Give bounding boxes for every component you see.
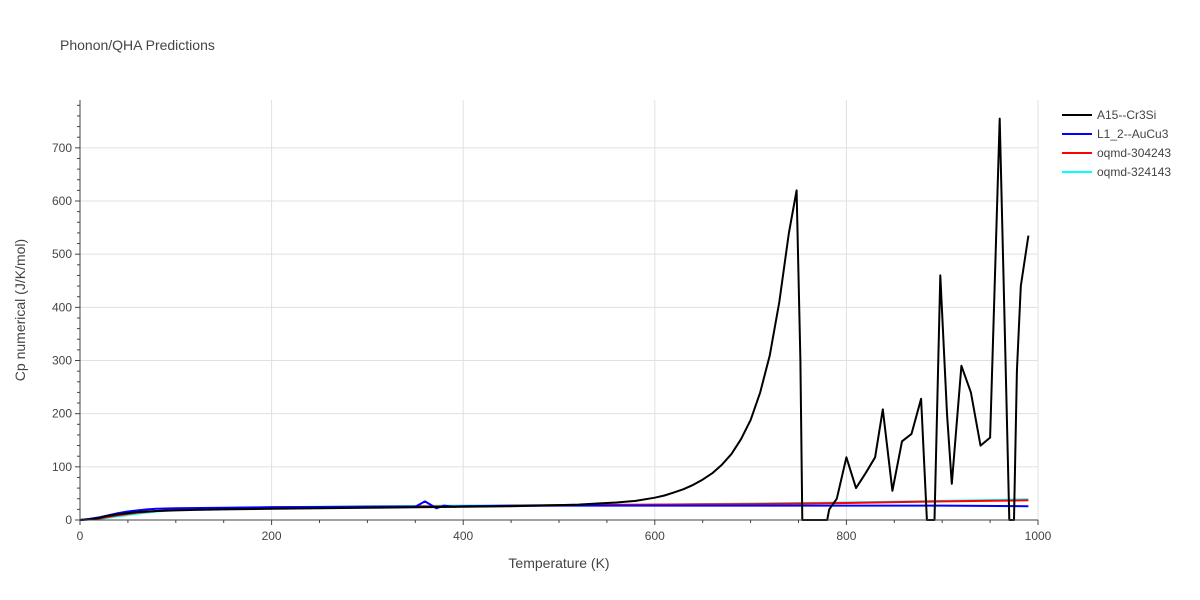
y-tick-label-6: 600 (52, 194, 72, 208)
y-tick-label-4: 400 (52, 300, 72, 314)
y-axis-title: Cp numerical (J/K/mol) (12, 239, 28, 381)
x-tick-label-4: 800 (836, 529, 856, 543)
legend-item-1[interactable]: L1_2--AuCu3 (1062, 127, 1169, 141)
legend-label: oqmd-324143 (1097, 165, 1171, 179)
x-axis-title: Temperature (K) (508, 555, 609, 571)
legend-label: A15--Cr3Si (1097, 108, 1156, 122)
x-tick-label-1: 200 (262, 529, 282, 543)
legend-item-0[interactable]: A15--Cr3Si (1062, 108, 1156, 122)
grid (80, 100, 1039, 520)
y-tick-label-2: 200 (52, 407, 72, 421)
axes (75, 100, 1039, 525)
series-line-0 (80, 117, 1030, 521)
x-tick-label-5: 1000 (1025, 529, 1052, 543)
y-tick-label-0: 0 (65, 513, 72, 527)
legend-label: L1_2--AuCu3 (1097, 127, 1169, 141)
x-tick-labels: 0 200 400 600 800 1000 (77, 529, 1052, 543)
y-tick-label-3: 300 (52, 354, 72, 368)
y-tick-label-7: 700 (52, 141, 72, 155)
series-group (80, 117, 1030, 521)
y-tick-label-5: 500 (52, 247, 72, 261)
legend-item-2[interactable]: oqmd-304243 (1062, 146, 1171, 160)
y-tick-labels: 0 100 200 300 400 500 600 700 (52, 141, 72, 527)
legend-label: oqmd-304243 (1097, 146, 1171, 160)
chart-title: Phonon/QHA Predictions (60, 37, 215, 53)
x-tick-label-2: 400 (453, 529, 473, 543)
y-tick-label-1: 100 (52, 460, 72, 474)
legend-item-3[interactable]: oqmd-324143 (1062, 165, 1171, 179)
x-tick-label-0: 0 (77, 529, 84, 543)
legend[interactable]: A15--Cr3Si L1_2--AuCu3 oqmd-304243 oqmd-324… (1062, 108, 1171, 179)
x-tick-label-3: 600 (645, 529, 665, 543)
